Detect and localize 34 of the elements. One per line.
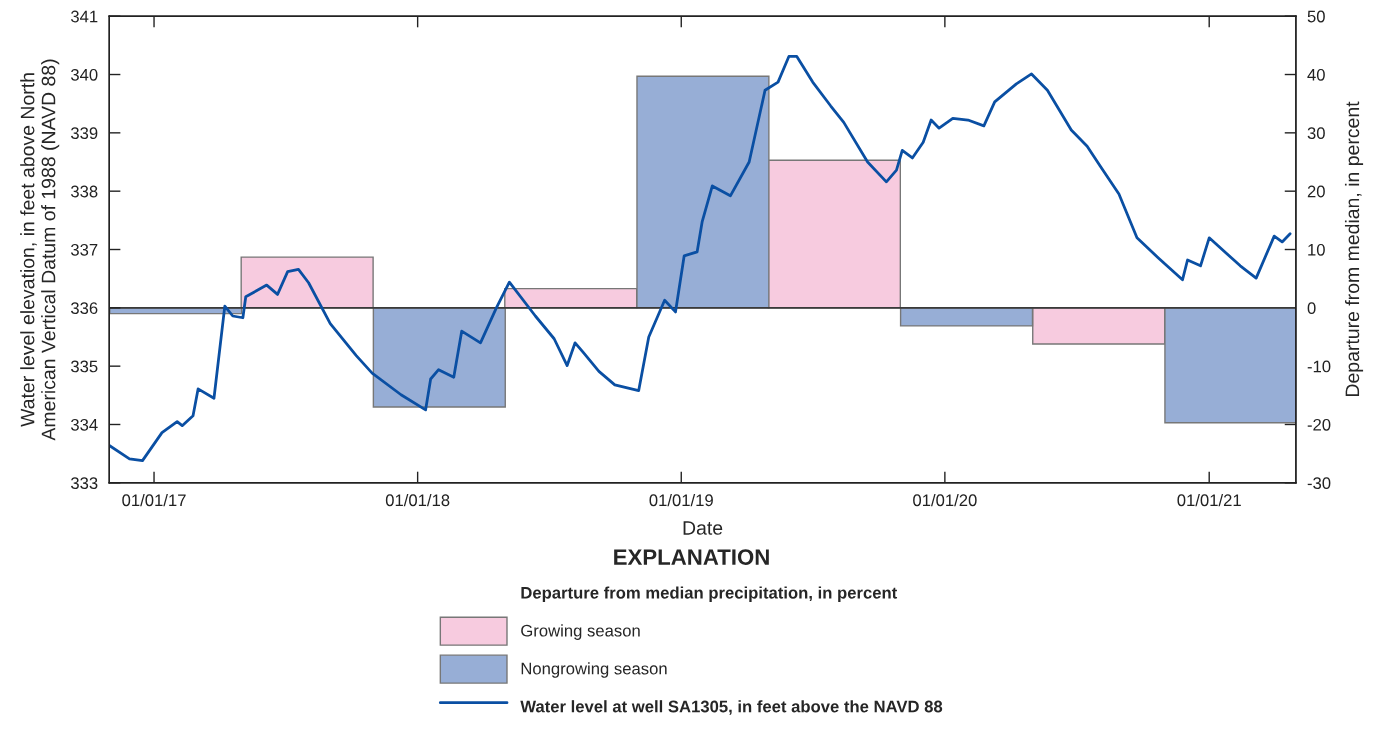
legend-label: Nongrowing season <box>521 662 667 678</box>
x-tick-label: 01/01/21 <box>1177 493 1241 507</box>
text: Departure from median precipitation, in percent <box>521 586 898 602</box>
y2-tick-label: 30 <box>1307 127 1325 140</box>
y2-tick-label: 10 <box>1308 243 1325 256</box>
y2-tick-label: 20 <box>1307 185 1325 198</box>
legend-title: EXPLANATION <box>614 549 769 565</box>
y-tick-label: 340 <box>70 68 98 81</box>
y-tick-label: 339 <box>70 127 98 140</box>
y-tick-label: 333 <box>70 477 98 490</box>
x-tick-label: 01/01/18 <box>385 493 450 507</box>
bar <box>240 256 374 309</box>
y-tick-label: 341 <box>70 10 98 23</box>
legend-label: Water level at well SA1305, in feet above the NAVD 88 <box>520 700 943 715</box>
y2-tick-label: -10 <box>1307 360 1331 373</box>
bar <box>372 307 506 408</box>
line-series <box>109 55 1292 463</box>
y-tick-label: 334 <box>70 418 98 431</box>
y-tick-label: 335 <box>70 360 98 373</box>
y2-tick-label: 50 <box>1307 10 1325 23</box>
x-tick-label: 01/01/19 <box>649 493 713 507</box>
y2-tick-label: 0 <box>1307 302 1316 315</box>
y-axis-title: Water level elevation, in feet above North American Vertical Datum of 1988 (NAVD 88) <box>20 59 60 441</box>
y2-tick-label: -30 <box>1307 477 1331 490</box>
x-tick-label: 01/01/17 <box>122 493 186 507</box>
legend-label: Growing season <box>521 624 640 640</box>
y2-tick-label: -20 <box>1307 418 1331 431</box>
x-tick-label: 01/01/20 <box>913 493 977 507</box>
y-tick-label: 338 <box>70 185 98 198</box>
y2-tick-label: 40 <box>1307 68 1325 81</box>
y-tick-label: 336 <box>70 302 98 315</box>
x-axis-title: Date <box>683 521 723 535</box>
y2-axis-title: Departure from median, in percent <box>1344 101 1364 396</box>
y-tick-label: 337 <box>70 243 98 256</box>
